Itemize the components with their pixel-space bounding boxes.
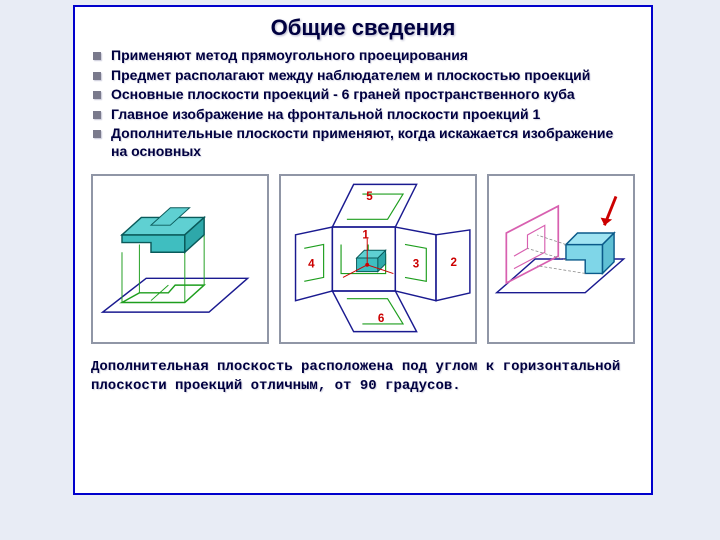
bullet-item: Основные плоскости проекций - 6 граней п… [111, 86, 633, 104]
bullet-item: Главное изображение на фронтальной плоск… [111, 106, 633, 124]
slide-title: Общие сведения [89, 15, 637, 41]
slide-frame: Общие сведения Применяют метод прямоугол… [73, 5, 653, 495]
figure-3-aux-plane [487, 174, 635, 344]
figure-2-cube-faces: 1 2 3 4 5 6 [279, 174, 477, 344]
bullet-item: Предмет располагают между наблюдателем и… [111, 67, 633, 85]
bullet-list: Применяют метод прямоугольного проециров… [89, 47, 637, 160]
figure-1-projection [91, 174, 269, 344]
face-label-3: 3 [413, 258, 420, 271]
bullet-item: Применяют метод прямоугольного проециров… [111, 47, 633, 65]
face-label-2: 2 [450, 256, 456, 269]
face-label-1: 1 [362, 229, 369, 242]
caption-text: Дополнительная плоскость расположена под… [89, 358, 637, 396]
bullet-item: Дополнительные плоскости применяют, когд… [111, 125, 633, 160]
face-label-5: 5 [366, 190, 373, 203]
figures-row: 1 2 3 4 5 6 [89, 174, 637, 344]
face-label-6: 6 [378, 312, 385, 325]
face-label-4: 4 [308, 258, 315, 271]
